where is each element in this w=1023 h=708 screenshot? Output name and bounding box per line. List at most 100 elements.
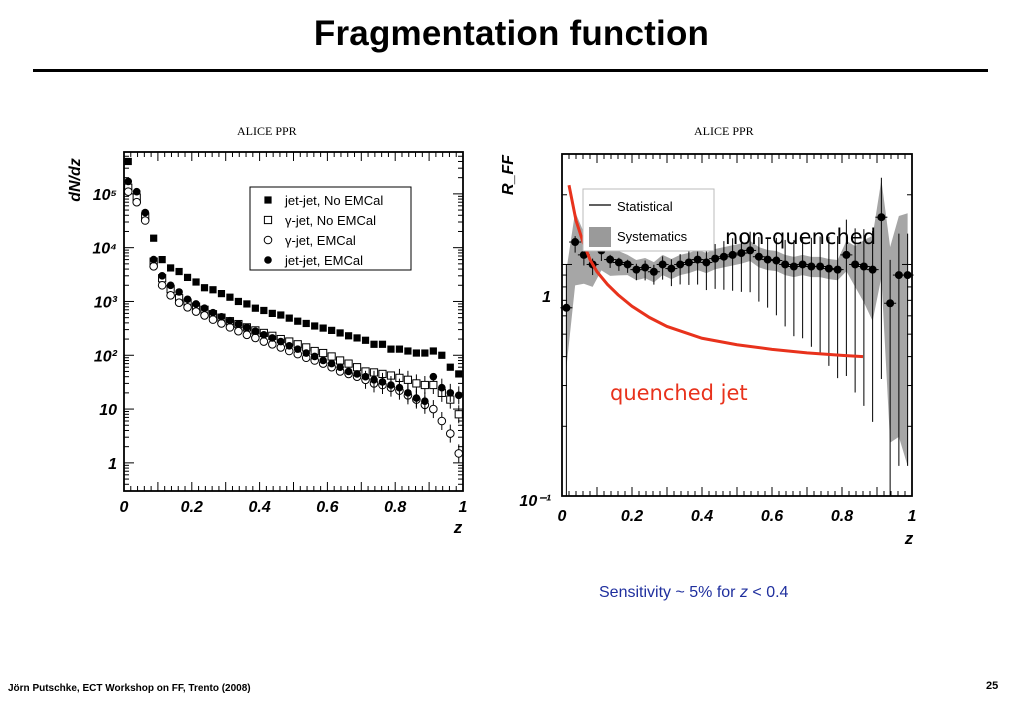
data-point [429,380,438,390]
data-point [421,397,429,406]
data-point [157,280,167,290]
data-point [344,367,353,376]
data-point [412,349,420,357]
data-point [754,252,763,261]
data-point [319,324,327,332]
data-point [438,351,446,359]
data-point [141,208,149,217]
data-point [361,336,370,344]
data-point [421,349,429,357]
data-point [293,345,302,353]
data-point [192,278,200,286]
data-point [243,323,251,332]
data-point [454,391,463,400]
data-point [886,299,895,308]
data-point [149,255,158,264]
data-point [711,254,720,263]
data-point [319,348,328,358]
data-point [378,378,387,386]
data-point [632,265,641,274]
data-point [302,319,310,328]
data-point [226,316,234,325]
data-point [175,267,183,276]
data-point [614,258,623,267]
data-point [174,298,184,307]
title-divider [33,69,988,72]
left-y-tick-label: 10³ [94,294,118,311]
left-chart-caption: ALICE PPR [237,124,297,138]
legend-box [249,186,412,271]
left-x-tick-label: 0.4 [248,499,270,516]
data-point [285,341,294,350]
data-point [361,372,370,381]
left-y-tick-label: 10⁴ [92,241,117,258]
data-point [816,262,825,271]
left-y-tick-label: 1 [108,456,117,473]
data-point [420,380,429,390]
data-point [623,260,632,269]
data-point [859,262,868,271]
data-point [877,213,886,222]
data-point [842,250,851,259]
left-y-tick-label: 10⁵ [93,187,117,204]
right-x-tick-label: 1 [908,508,917,525]
left-x-tick-label: 0.8 [384,499,406,516]
data-point [454,410,463,419]
legend-label: jet-jet, No EMCal [284,193,383,208]
data-point [641,263,650,272]
data-point [684,258,693,267]
data-point [234,297,243,306]
left-legend: jet-jet, No EMCal γ-jet, No EMCal γ-jet, E… [249,186,412,271]
data-point [789,262,798,271]
data-point [658,260,667,269]
data-point [429,404,438,414]
data-point [260,306,268,315]
data-point [702,258,711,267]
data-point [353,334,361,342]
left-x-tick-label: 0.2 [181,499,203,516]
quenched-jet-annotation: quenched jet [610,381,748,405]
data-point [166,281,175,290]
data-point [438,383,446,392]
data-point [781,260,790,269]
legend-marker [264,196,272,204]
data-point [311,322,319,330]
left-x-tick-label: 1 [459,499,468,516]
data-point [251,327,260,336]
data-point [217,312,226,321]
data-point [150,234,158,242]
left-y-tick-label: 10² [94,348,118,365]
data-point [124,177,133,186]
data-point [336,329,344,337]
data-point [763,255,772,264]
data-point [132,197,142,207]
data-point [370,375,378,384]
data-point [319,356,327,365]
data-point [166,291,175,300]
data-point [123,187,133,196]
data-point [336,363,344,372]
data-point [676,260,685,269]
data-point [370,340,378,348]
left-x-axis-label: z [453,518,463,537]
slide-title: Fragmentation function [313,14,710,53]
data-point [798,260,807,269]
data-point [746,246,755,255]
data-point [833,265,842,274]
right-x-axis-label: z [904,529,914,548]
data-point [268,309,276,318]
data-point [395,383,404,392]
data-point [310,352,319,361]
left-y-tick-label: 10 [99,402,117,419]
data-point [167,264,175,272]
legend-marker [263,215,273,225]
data-point [200,304,209,312]
data-point [387,381,395,389]
data-point [277,311,285,319]
data-point [175,288,183,296]
data-point [191,307,201,316]
data-point [200,284,209,292]
data-point [455,370,463,378]
data-point [649,267,658,276]
